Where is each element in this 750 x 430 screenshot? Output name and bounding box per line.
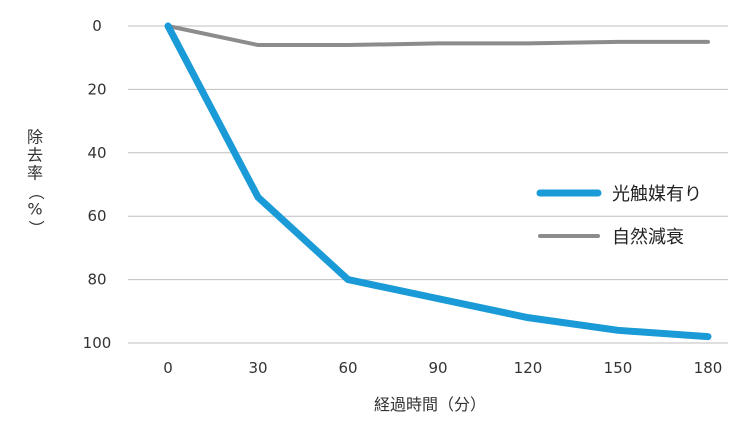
x-axis-title: 経過時間（分） xyxy=(374,395,486,414)
x-tick-label: 180 xyxy=(694,359,723,377)
x-tick-label: 150 xyxy=(604,359,633,377)
x-tick-label: 30 xyxy=(248,359,267,377)
y-axis-title: 除去率（%） xyxy=(27,128,46,237)
series-line-1 xyxy=(164,22,712,341)
y-axis-title-char: （ xyxy=(27,184,46,200)
y-tick-label: 0 xyxy=(92,17,102,35)
legend-label: 自然減衰 xyxy=(612,227,684,248)
y-axis-title-char: 除 xyxy=(27,128,43,147)
x-tick-label: 90 xyxy=(428,359,447,377)
series-lines xyxy=(164,22,712,341)
y-axis-ticks: 0 20 40 60 80 100 xyxy=(83,17,112,352)
y-tick-label: 20 xyxy=(87,80,106,98)
y-axis-title-char: 率 xyxy=(27,164,43,183)
x-tick-label: 60 xyxy=(338,359,357,377)
y-tick-label: 100 xyxy=(83,334,112,352)
y-tick-label: 40 xyxy=(87,144,106,162)
y-tick-label: 80 xyxy=(87,271,106,289)
y-axis-title-char: ） xyxy=(27,220,46,236)
x-tick-label: 120 xyxy=(514,359,543,377)
x-tick-label: 0 xyxy=(163,359,173,377)
gridlines xyxy=(128,25,728,344)
legend-label: 光触媒有り xyxy=(612,184,702,205)
series-line-2 xyxy=(166,24,710,48)
y-axis-title-char: % xyxy=(27,200,42,219)
x-axis-ticks: 0 30 60 90 120 150 180 xyxy=(163,359,722,377)
y-axis-title-char: 去 xyxy=(27,146,43,165)
y-tick-label: 60 xyxy=(87,207,106,225)
